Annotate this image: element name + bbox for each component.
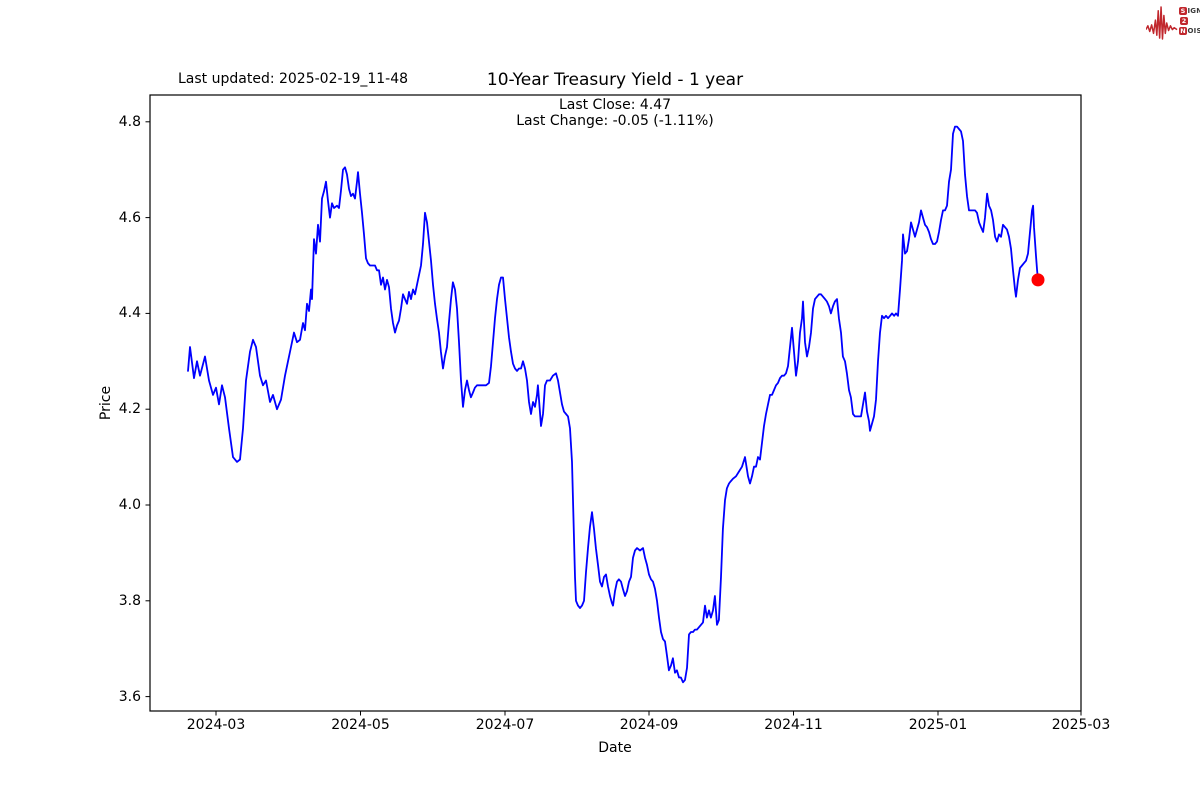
y-tick-label: 4.8 [118, 113, 141, 130]
logo-badge-n: N [1179, 27, 1187, 35]
y-tick-label: 4.6 [118, 209, 141, 226]
logo-text: SIGNAL 2 NOISE [1179, 6, 1200, 36]
chart-subtitle: Last Close: 4.47 Last Change: -0.05 (-1.… [516, 97, 714, 129]
signal2noise-logo: SIGNAL 2 NOISE [1146, 2, 1200, 44]
x-tick-label: 2024-03 [186, 717, 246, 733]
logo-row-signal: SIGNAL [1179, 6, 1200, 16]
last-close-marker [1031, 273, 1045, 287]
page-title: 10-Year Treasury Yield - 1 year [486, 70, 744, 90]
yield-line [187, 125, 1039, 684]
y-tick-label: 3.6 [118, 688, 141, 705]
y-tick-label: 4.2 [118, 401, 141, 418]
subtitle-last-close: Last Close: 4.47 [558, 97, 672, 113]
logo-text-ignal: IGNAL [1187, 7, 1200, 15]
waveform-icon [1146, 6, 1178, 40]
x-tick-label: 2024-07 [475, 717, 535, 733]
logo-row-noise: NOISE [1179, 26, 1200, 36]
x-tick-label: 2025-03 [1051, 717, 1111, 733]
x-tick-label: 2024-11 [764, 717, 823, 733]
x-axis-label: Date [598, 740, 632, 756]
logo-row-2: 2 [1179, 16, 1200, 26]
x-tick-label: 2025-01 [908, 717, 968, 733]
x-tick-label: 2024-09 [619, 717, 679, 733]
last-updated-text: Last updated: 2025-02-19_11-48 [178, 71, 409, 87]
y-tick-label: 3.8 [118, 592, 141, 609]
subtitle-last-change: Last Change: -0.05 (-1.11%) [516, 113, 714, 129]
logo-badge-s: S [1179, 7, 1187, 15]
logo-text-oise: OISE [1187, 27, 1200, 35]
logo-badge-2: 2 [1180, 17, 1188, 25]
y-tick-label: 4.4 [118, 305, 141, 322]
y-tick-label: 4.0 [118, 497, 141, 514]
x-tick-label: 2024-05 [331, 717, 390, 733]
